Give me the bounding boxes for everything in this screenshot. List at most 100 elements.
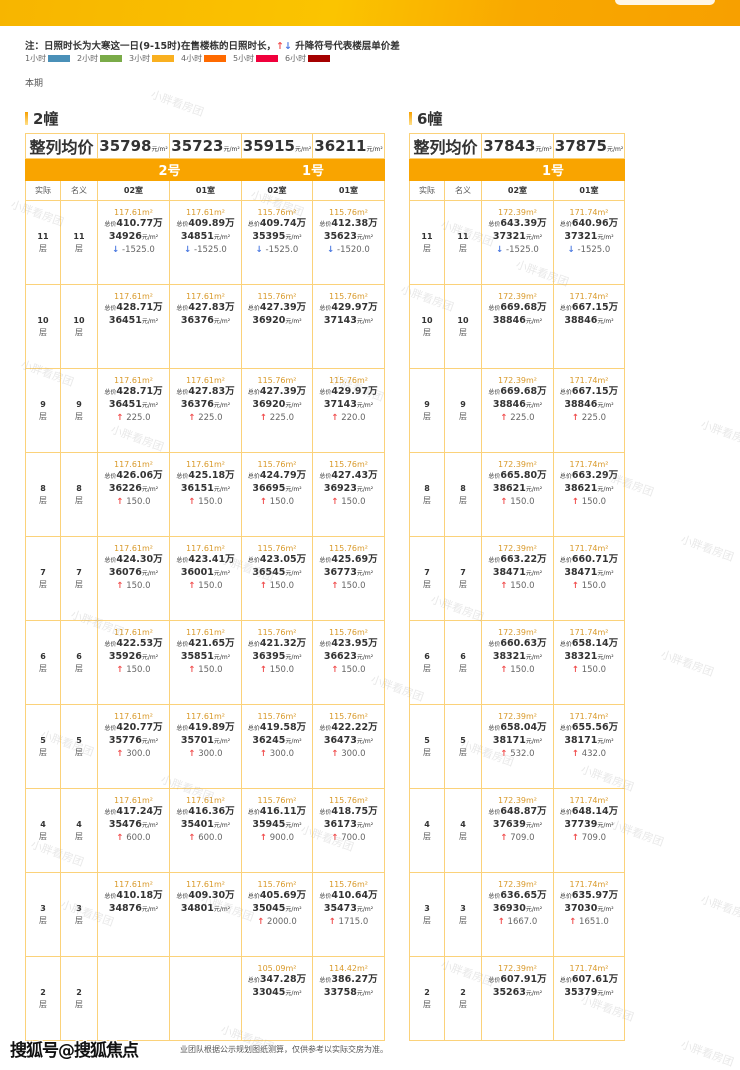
unit-cell[interactable]: 115.76m² 总价412.38万 35623元/m² ↓ -1520.0 — [312, 200, 385, 285]
unit-cell[interactable]: 172.39m² 总价665.80万 38621元/m² ↑ 150.0 — [481, 452, 554, 537]
price-table: 整列均价 35798元/m² 35723元/m² 35915元/m² 36211元/m²… — [25, 133, 385, 1041]
unit-cell[interactable]: 117.61m² 总价427.83万 36376元/m² — [169, 284, 242, 369]
unit-cell[interactable]: 171.74m² 总价607.61万 35379元/m² — [553, 956, 625, 1041]
area: 115.76m² — [329, 712, 368, 721]
unit-cell[interactable]: 117.61m² 总价427.83万 36376元/m² ↑ 225.0 — [169, 368, 242, 453]
unit-cell[interactable]: 115.76m² 总价429.97万 37143元/m² ↑ 220.0 — [312, 368, 385, 453]
unit-cell[interactable]: 171.74m² 总价660.71万 38471元/m² ↑ 150.0 — [553, 536, 625, 621]
price-diff: ↑ 300.0 — [98, 748, 169, 760]
unit-cell[interactable]: 115.76m² 总价421.32万 36395元/m² ↑ 150.0 — [241, 620, 313, 705]
unit-cell[interactable]: 171.74m² 总价658.14万 38321元/m² ↑ 150.0 — [553, 620, 625, 705]
price-diff: ↑ 150.0 — [313, 580, 384, 592]
unit-cell[interactable]: 115.76m² 总价419.58万 36245元/m² ↑ 300.0 — [241, 704, 313, 789]
area: 117.61m² — [186, 376, 225, 385]
empty-cell — [169, 956, 242, 1041]
unit-cell[interactable]: 171.74m² 总价667.15万 38846元/m² ↑ 225.0 — [553, 368, 625, 453]
total-prefix: 总价 — [559, 473, 572, 480]
total-value: 607.61 — [571, 974, 609, 985]
unit-cell[interactable]: 105.09m² 总价347.28万 33045元/m² — [241, 956, 313, 1041]
unit-cell[interactable]: 115.76m² 总价429.97万 37143元/m² — [312, 284, 385, 369]
unit-cell[interactable]: 115.76m² 总价423.05万 36545元/m² ↑ 150.0 — [241, 536, 313, 621]
unit-cell[interactable]: 117.61m² 总价409.30万 34801元/m² — [169, 872, 242, 957]
avg-value: 37843 — [483, 137, 536, 155]
floor-suffix: 层 — [39, 579, 47, 589]
total-value: 658.04 — [500, 722, 538, 733]
unit-cell[interactable]: 117.61m² 总价426.06万 36226元/m² ↑ 150.0 — [97, 452, 170, 537]
floor-suffix: 层 — [459, 663, 467, 673]
unit-cell[interactable]: 117.61m² 总价416.36万 35401元/m² ↑ 600.0 — [169, 788, 242, 873]
unit-cell[interactable]: 117.61m² 总价410.77万 34926元/m² ↓ -1525.0 — [97, 200, 170, 285]
unit-cell[interactable]: 115.76m² 总价427.39万 36920元/m² — [241, 284, 313, 369]
unit-header: 1号 — [241, 158, 385, 181]
unit-price: 35395元/m² — [242, 231, 312, 244]
unit-cell[interactable]: 117.61m² 总价425.18万 36151元/m² ↑ 150.0 — [169, 452, 242, 537]
wan-label: 万 — [368, 974, 378, 985]
unit-cell[interactable]: 172.39m² 总价663.22万 38471元/m² ↑ 150.0 — [481, 536, 554, 621]
unit-cell[interactable]: 172.39m² 总价669.68万 38846元/m² — [481, 284, 554, 369]
total-prefix: 总价 — [488, 641, 501, 648]
total-price: 总价640.96万 — [554, 218, 624, 231]
unit-cell[interactable]: 171.74m² 总价655.56万 38171元/m² ↑ 432.0 — [553, 704, 625, 789]
unit-label: 元/m² — [141, 402, 159, 409]
unit-cell[interactable]: 171.74m² 总价663.29万 38621元/m² ↑ 150.0 — [553, 452, 625, 537]
unit-cell[interactable]: 172.39m² 总价643.39万 37321元/m² ↓ -1525.0 — [481, 200, 554, 285]
unit-cell[interactable]: 115.76m² 总价423.95万 36623元/m² ↑ 150.0 — [312, 620, 385, 705]
unit-cell[interactable]: 117.61m² 总价410.18万 34876元/m² — [97, 872, 170, 957]
total-prefix: 总价 — [247, 305, 260, 312]
unit-value: 36395 — [252, 651, 286, 662]
unit-cell[interactable]: 172.39m² 总价636.65万 36930元/m² ↑ 1667.0 — [481, 872, 554, 957]
unit-cell[interactable]: 117.61m² 总价423.41万 36001元/m² ↑ 150.0 — [169, 536, 242, 621]
unit-cell[interactable]: 117.61m² 总价428.71万 36451元/m² ↑ 225.0 — [97, 368, 170, 453]
diff-value: 220.0 — [341, 413, 366, 423]
total-value: 660.63 — [500, 638, 538, 649]
unit-cell[interactable]: 117.61m² 总价424.30万 36076元/m² ↑ 150.0 — [97, 536, 170, 621]
unit-cell[interactable]: 117.61m² 总价409.89万 34851元/m² ↓ -1525.0 — [169, 200, 242, 285]
unit-cell[interactable]: 115.76m² 总价416.11万 35945元/m² ↑ 900.0 — [241, 788, 313, 873]
actual-floor: 10 层 — [25, 284, 61, 369]
floor-number: 5 — [424, 735, 430, 745]
diff-value: -1525.0 — [265, 245, 299, 255]
unit-cell[interactable]: 171.74m² 总价635.97万 37030元/m² ↑ 1651.0 — [553, 872, 625, 957]
unit-cell[interactable]: 172.39m² 总价660.63万 38321元/m² ↑ 150.0 — [481, 620, 554, 705]
unit-label: 元/m² — [356, 990, 374, 997]
total-price: 总价428.71万 — [98, 302, 169, 315]
total-price: 总价427.43万 — [313, 470, 384, 483]
unit-cell[interactable]: 172.39m² 总价607.91万 35263元/m² — [481, 956, 554, 1041]
total-value: 412.38 — [331, 218, 369, 229]
total-price: 总价386.27万 — [313, 974, 384, 987]
unit-value: 35401 — [180, 819, 214, 830]
unit-cell[interactable]: 115.76m² 总价405.69万 35045元/m² ↑ 2000.0 — [241, 872, 313, 957]
unit-cell[interactable]: 115.76m² 总价425.69万 36773元/m² ↑ 150.0 — [312, 536, 385, 621]
arrow-up-icon: ↑ — [500, 413, 508, 423]
unit-cell[interactable]: 115.76m² 总价424.79万 36695元/m² ↑ 150.0 — [241, 452, 313, 537]
unit-cell[interactable]: 117.61m² 总价420.77万 35776元/m² ↑ 300.0 — [97, 704, 170, 789]
floor-suffix: 层 — [423, 327, 431, 337]
unit-cell[interactable]: 171.74m² 总价667.15万 38846元/m² — [553, 284, 625, 369]
unit-cell[interactable]: 172.39m² 总价658.04万 38171元/m² ↑ 532.0 — [481, 704, 554, 789]
price-diff: ↑ 150.0 — [98, 664, 169, 676]
unit-cell[interactable]: 117.61m² 总价417.24万 35476元/m² ↑ 600.0 — [97, 788, 170, 873]
unit-cell[interactable]: 115.76m² 总价410.64万 35473元/m² ↑ 1715.0 — [312, 872, 385, 957]
unit-cell[interactable]: 117.61m² 总价428.71万 36451元/m² — [97, 284, 170, 369]
unit-label: 元/m² — [141, 822, 159, 829]
unit-cell[interactable]: 115.76m² 总价427.39万 36920元/m² ↑ 225.0 — [241, 368, 313, 453]
unit-label: 元/m² — [597, 234, 614, 241]
unit-cell[interactable]: 171.74m² 总价640.96万 37321元/m² ↓ -1525.0 — [553, 200, 625, 285]
total-value: 418.75 — [331, 806, 369, 817]
unit-label: 元/m² — [356, 654, 374, 661]
unit-cell[interactable]: 115.76m² 总价418.75万 36173元/m² ↑ 700.0 — [312, 788, 385, 873]
unit-cell[interactable]: 114.42m² 总价386.27万 33758元/m² — [312, 956, 385, 1041]
diff-value: 225.0 — [198, 413, 223, 423]
unit-cell[interactable]: 117.61m² 总价422.53万 35926元/m² ↑ 150.0 — [97, 620, 170, 705]
unit-cell[interactable]: 117.61m² 总价421.65万 35851元/m² ↑ 150.0 — [169, 620, 242, 705]
unit-cell[interactable]: 115.76m² 总价409.74万 35395元/m² ↓ -1525.0 — [241, 200, 313, 285]
unit-cell[interactable]: 115.76m² 总价422.22万 36473元/m² ↑ 300.0 — [312, 704, 385, 789]
unit-cell[interactable]: 172.39m² 总价669.68万 38846元/m² ↑ 225.0 — [481, 368, 554, 453]
total-price: 总价429.97万 — [313, 302, 384, 315]
unit-cell[interactable]: 115.76m² 总价427.43万 36923元/m² ↑ 150.0 — [312, 452, 385, 537]
unit-cell[interactable]: 172.39m² 总价648.87万 37639元/m² ↑ 709.0 — [481, 788, 554, 873]
floor-suffix: 层 — [423, 663, 431, 673]
unit-cell[interactable]: 171.74m² 总价648.14万 37739元/m² ↑ 709.0 — [553, 788, 625, 873]
unit-cell[interactable]: 117.61m² 总价419.89万 35701元/m² ↑ 300.0 — [169, 704, 242, 789]
